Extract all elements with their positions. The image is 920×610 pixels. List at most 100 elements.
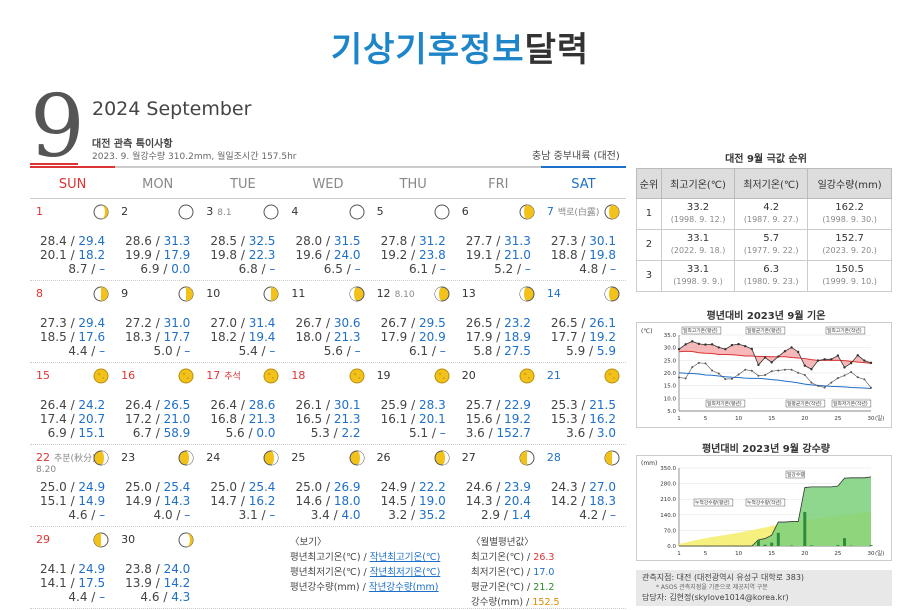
moon-phase-icon xyxy=(519,368,535,384)
temp-lastyear-min-line xyxy=(678,362,872,388)
rain-chart-title: 평년대비 2023년 9월 강수량 xyxy=(701,444,831,455)
rain-row: 8.7 / – xyxy=(68,262,106,276)
rain-y-tick: 0.0 xyxy=(667,544,676,550)
moon-phase-icon xyxy=(178,204,194,220)
temp-lastyear-max-point xyxy=(763,356,767,359)
moon-phase-icon xyxy=(349,286,365,302)
rain-cell: 162.2 (1998. 9. 30.) xyxy=(807,198,892,230)
temp-lastyear-min-point xyxy=(830,381,833,384)
moon-phase-icon xyxy=(93,532,109,548)
weekday-fri: FRI xyxy=(455,166,541,198)
normal-rain: 강수량(mm) / 152.5 xyxy=(471,597,560,608)
day-cell: 13 26.5 / 23.2 17.9 / 18.9 5.8 / 27.5 xyxy=(456,281,541,362)
max-temp-row: 24.3 / 27.0 xyxy=(550,480,616,494)
temp-chart-title: 평년대비 2023년 9월 기온 xyxy=(706,311,826,322)
rain-row: 3.6 / 3.0 xyxy=(566,426,616,440)
temp-lastyear-max-point xyxy=(750,347,754,351)
temp-label-lastyear-avg-box xyxy=(785,399,826,408)
temp-x-unit: (일) xyxy=(875,414,884,422)
temp-lastyear-min-point xyxy=(691,366,694,369)
temp-y-tick: 35.0 xyxy=(664,333,677,339)
calendar-week: 29 24.1 / 24.9 14.1 / 17.5 4.4 / – 30 23.8 / … xyxy=(30,527,626,609)
day-note: 8.10 xyxy=(394,290,415,300)
day-values: 27.8 / 31.2 19.2 / 23.8 6.1 / – xyxy=(381,234,446,276)
normal-min: 최저기온(℃) / 17.0 xyxy=(471,567,555,578)
temp-lastyear-max-point xyxy=(697,342,701,346)
min-temp-cell: 4.2 (1987. 9. 27.) xyxy=(734,198,809,230)
rain-label-lastyear-cum-box xyxy=(745,498,786,507)
rain-row: 6.7 / 58.9 xyxy=(132,426,191,440)
max-temp-row: 25.0 / 25.4 xyxy=(210,480,276,494)
rain-row: 4.8 / – xyxy=(579,262,616,276)
moon-phase-icon xyxy=(93,368,109,384)
rain-row: 4.6 / – xyxy=(68,508,106,522)
min-temp-row: 14.2 / 18.3 xyxy=(550,494,616,508)
temp-lastyear-min-point xyxy=(770,370,773,373)
rain-x-tick: 15 xyxy=(768,551,775,557)
temp-lastyear-max-point xyxy=(704,343,707,346)
temp-lastyear-max-point xyxy=(849,361,853,365)
moon-phase-icon xyxy=(519,204,535,220)
min-temp-row: 19.1 / 21.0 xyxy=(465,248,531,262)
min-temp-row: 18.2 / 19.4 xyxy=(210,330,276,344)
rain-row: 6.5 / – xyxy=(323,262,361,276)
temp-lastyear-max-point xyxy=(816,359,820,362)
day-values: 25.3 / 21.5 15.3 / 16.2 3.6 / 3.0 xyxy=(551,398,616,440)
day-values: 28.6 / 31.3 19.9 / 17.9 6.9 / 0.0 xyxy=(125,234,190,276)
max-temp-row: 27.3 / 30.1 xyxy=(550,234,616,248)
day-cell: 15 26.4 / 24.2 17.4 / 20.7 6.9 / 15.1 xyxy=(30,363,115,444)
max-temp-row: 25.3 / 21.5 xyxy=(550,398,616,412)
max-temp-row: 28.5 / 32.5 xyxy=(210,234,276,248)
rain-y-tick: 70.0 xyxy=(664,528,677,534)
station-subtitle: 2023. 9. 월강수량 310.2mm, 월일조시간 157.5hr xyxy=(92,152,297,162)
ranking-header-row: 순위 최고기온(℃) 최저기온(℃) 일강수량(mm) xyxy=(636,168,892,199)
temp-lastyear-max-point xyxy=(830,358,833,361)
footer-station: 관측지점: 대전 (대전광역시 유성구 대학로 383) xyxy=(642,573,805,582)
day-number: 19 xyxy=(376,369,391,382)
legend-title: 〈보기〉 xyxy=(290,537,327,548)
rain-y-tick: 280.0 xyxy=(660,482,676,488)
calendar-weeks: 1 28.4 / 29.4 20.1 / 18.2 8.7 / – 2 28.6 / 31… xyxy=(30,199,626,609)
day-cell: 10 27.0 / 31.4 18.2 / 19.4 5.4 / – xyxy=(200,281,285,362)
day-cell: 29 24.1 / 24.9 14.1 / 17.5 4.4 / – xyxy=(30,527,115,608)
day-cell: 28 24.3 / 27.0 14.2 / 18.3 4.2 / – xyxy=(541,445,626,526)
moon-phase-icon xyxy=(519,286,535,302)
rain-daily-bar xyxy=(836,545,840,546)
day-cell: 19 25.9 / 28.3 16.1 / 20.1 5.1 / – xyxy=(371,363,456,444)
day-cell: 21 25.3 / 21.5 15.3 / 16.2 3.6 / 3.0 xyxy=(541,363,626,444)
max-temp-row: 27.3 / 29.4 xyxy=(40,316,106,330)
ranking-row: 1 33.2 (1998. 9. 12.) 4.2 (1987. 9. 27.) 162.… xyxy=(636,198,892,230)
month-underline xyxy=(30,163,78,165)
min-temp-row: 17.9 / 18.9 xyxy=(465,330,531,344)
rain-daily-bar xyxy=(803,511,807,546)
temp-lastyear-max-point xyxy=(717,346,720,349)
temp-label-normal-max: 일최고기온(평년) xyxy=(683,327,718,334)
rain-y-tick: 350.0 xyxy=(660,466,676,472)
max-temp-row: 24.9 / 22.2 xyxy=(380,480,446,494)
max-temp-row: 24.6 / 23.9 xyxy=(465,480,531,494)
max-temp-row: 26.4 / 24.2 xyxy=(40,398,106,412)
temp-lastyear-max-point xyxy=(790,346,793,349)
rain-row: 5.6 / 0.0 xyxy=(225,426,276,440)
rank-cell: 2 xyxy=(636,229,662,261)
min-temp-cell: 6.3 (1980. 9. 23.) xyxy=(734,260,809,292)
day-cell: 1 28.4 / 29.4 20.1 / 18.2 8.7 / – xyxy=(30,199,115,280)
rain-x-tick: 1 xyxy=(677,551,681,557)
moon-phase-icon xyxy=(178,368,194,384)
max-temp-cell: 33.1 (1998. 9. 9.) xyxy=(660,260,736,292)
temp-lastyear-min-point xyxy=(737,373,740,376)
temp-lastyear-min-point xyxy=(856,376,859,379)
temp-anomaly-area xyxy=(679,341,871,370)
day-number: 10 xyxy=(206,287,221,300)
calendar-week: 8 27.3 / 29.4 18.5 / 17.6 4.4 / – 9 27.2 / 31… xyxy=(30,281,626,363)
moon-phase-icon xyxy=(604,204,620,220)
max-temp-row: 28.0 / 31.5 xyxy=(295,234,361,248)
min-temp-row: 18.0 / 21.3 xyxy=(295,330,361,344)
day-cell: 16 26.4 / 26.5 17.2 / 21.0 6.7 / 58.9 xyxy=(115,363,200,444)
temp-lastyear-min-point xyxy=(823,386,826,389)
day-values: 25.9 / 28.3 16.1 / 20.1 5.1 / – xyxy=(381,398,446,440)
temp-lastyear-min-point xyxy=(836,377,839,380)
rain-row: 5.1 / – xyxy=(408,426,446,440)
day-number: 15 xyxy=(36,369,50,382)
day-number: 8 xyxy=(36,287,43,300)
